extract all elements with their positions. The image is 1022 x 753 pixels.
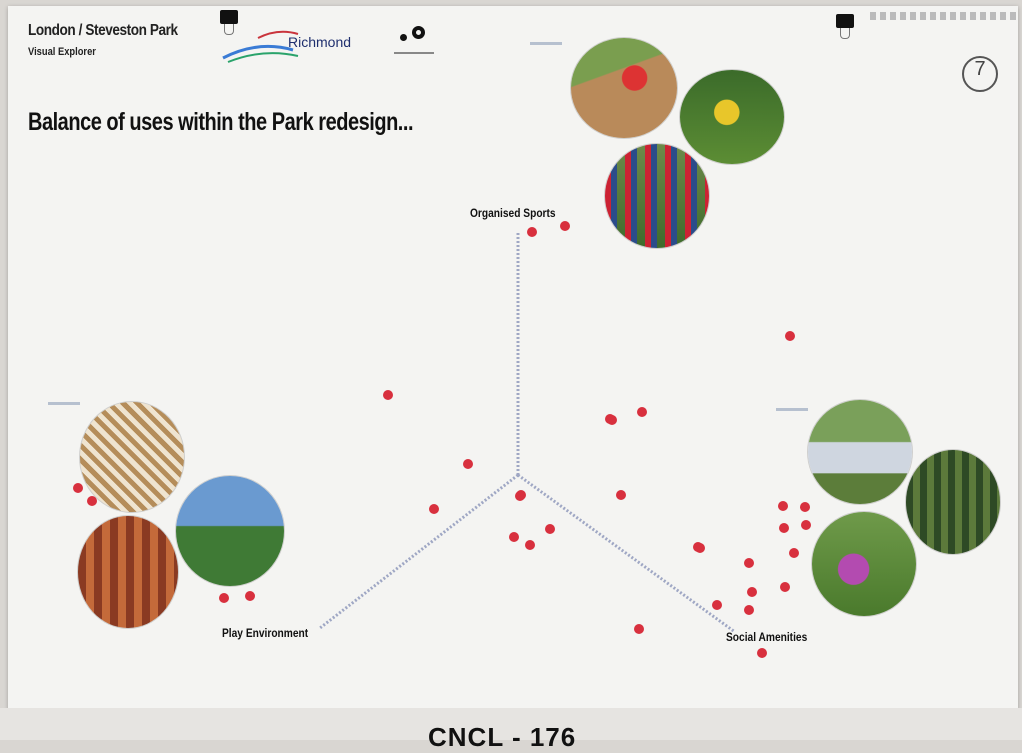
vote-dot-23 bbox=[757, 648, 767, 658]
faint-label-play bbox=[48, 402, 80, 405]
vote-dot-29 bbox=[778, 501, 788, 511]
vote-dot-16 bbox=[219, 593, 229, 603]
vote-dot-8 bbox=[429, 504, 439, 514]
binder-clip-right bbox=[836, 14, 854, 39]
vote-dot-1 bbox=[527, 227, 537, 237]
binder-clip-left bbox=[220, 10, 238, 35]
logo-caption-line bbox=[394, 52, 434, 54]
vote-dot-12 bbox=[525, 540, 535, 550]
vote-dot-30 bbox=[747, 587, 757, 597]
vote-dot-26 bbox=[801, 520, 811, 530]
baseball-batter-photo bbox=[571, 38, 677, 138]
vote-dot-28 bbox=[780, 582, 790, 592]
axis-label-social-amenities: Social Amenities bbox=[726, 630, 808, 644]
richmond-logo: Richmond bbox=[218, 20, 368, 70]
vote-dot-4 bbox=[383, 390, 393, 400]
vote-dot-24 bbox=[779, 523, 789, 533]
vote-dot-17 bbox=[245, 591, 255, 601]
vote-dot-25 bbox=[800, 502, 810, 512]
soccer-player-photo bbox=[680, 70, 784, 164]
place-title: London / Steveston Park bbox=[28, 22, 178, 39]
richmond-swoosh-icon bbox=[222, 30, 299, 63]
footer-code: CNCL - 176 bbox=[428, 722, 577, 752]
climbing-frame-photo bbox=[176, 476, 284, 586]
park-bench-seniors-photo bbox=[808, 400, 912, 504]
logo-ring-icon bbox=[412, 26, 425, 39]
vote-dot-21 bbox=[744, 605, 754, 615]
faint-label-social bbox=[776, 408, 808, 411]
rope-climb-photo bbox=[80, 402, 184, 512]
axis-label-organised-sports: Organised Sports bbox=[470, 206, 556, 220]
axis-label-play-environment: Play Environment bbox=[222, 626, 309, 640]
vote-dot-10 bbox=[616, 490, 626, 500]
top-edge-marks bbox=[870, 12, 1020, 20]
vote-dot-19 bbox=[744, 558, 754, 568]
faint-label-sports bbox=[530, 42, 562, 45]
vote-dot-14 bbox=[73, 483, 83, 493]
vote-dots bbox=[73, 221, 811, 658]
vote-dot-27 bbox=[789, 548, 799, 558]
wooden-play-structure-photo bbox=[78, 516, 178, 628]
vote-dot-33 bbox=[515, 491, 525, 501]
vote-dot-20 bbox=[712, 600, 722, 610]
poster-subtitle: Visual Explorer bbox=[28, 46, 96, 58]
vote-dot-7 bbox=[463, 459, 473, 469]
soccer-team-photo bbox=[605, 144, 709, 248]
trees-path-photo bbox=[906, 450, 1000, 554]
richmond-logo-text: Richmond bbox=[288, 34, 352, 50]
vote-dot-15 bbox=[87, 496, 97, 506]
board-bottom-edge bbox=[0, 708, 1022, 740]
vote-dot-32 bbox=[607, 415, 617, 425]
logo-dot-icon bbox=[400, 34, 407, 41]
vote-dot-3 bbox=[785, 331, 795, 341]
vote-dot-13 bbox=[545, 524, 555, 534]
axis-line-play bbox=[319, 473, 519, 630]
vote-dot-2 bbox=[560, 221, 570, 231]
poster-title: Balance of uses within the Park redesign… bbox=[28, 108, 414, 136]
vote-dot-6 bbox=[637, 407, 647, 417]
vote-dot-22 bbox=[634, 624, 644, 634]
vote-dot-11 bbox=[509, 532, 519, 542]
axis-line-social bbox=[517, 473, 736, 634]
page-number: 7 bbox=[962, 56, 998, 92]
axis-lines bbox=[319, 232, 736, 634]
picnic-group-photo bbox=[812, 512, 916, 616]
vote-dot-31 bbox=[695, 543, 705, 553]
